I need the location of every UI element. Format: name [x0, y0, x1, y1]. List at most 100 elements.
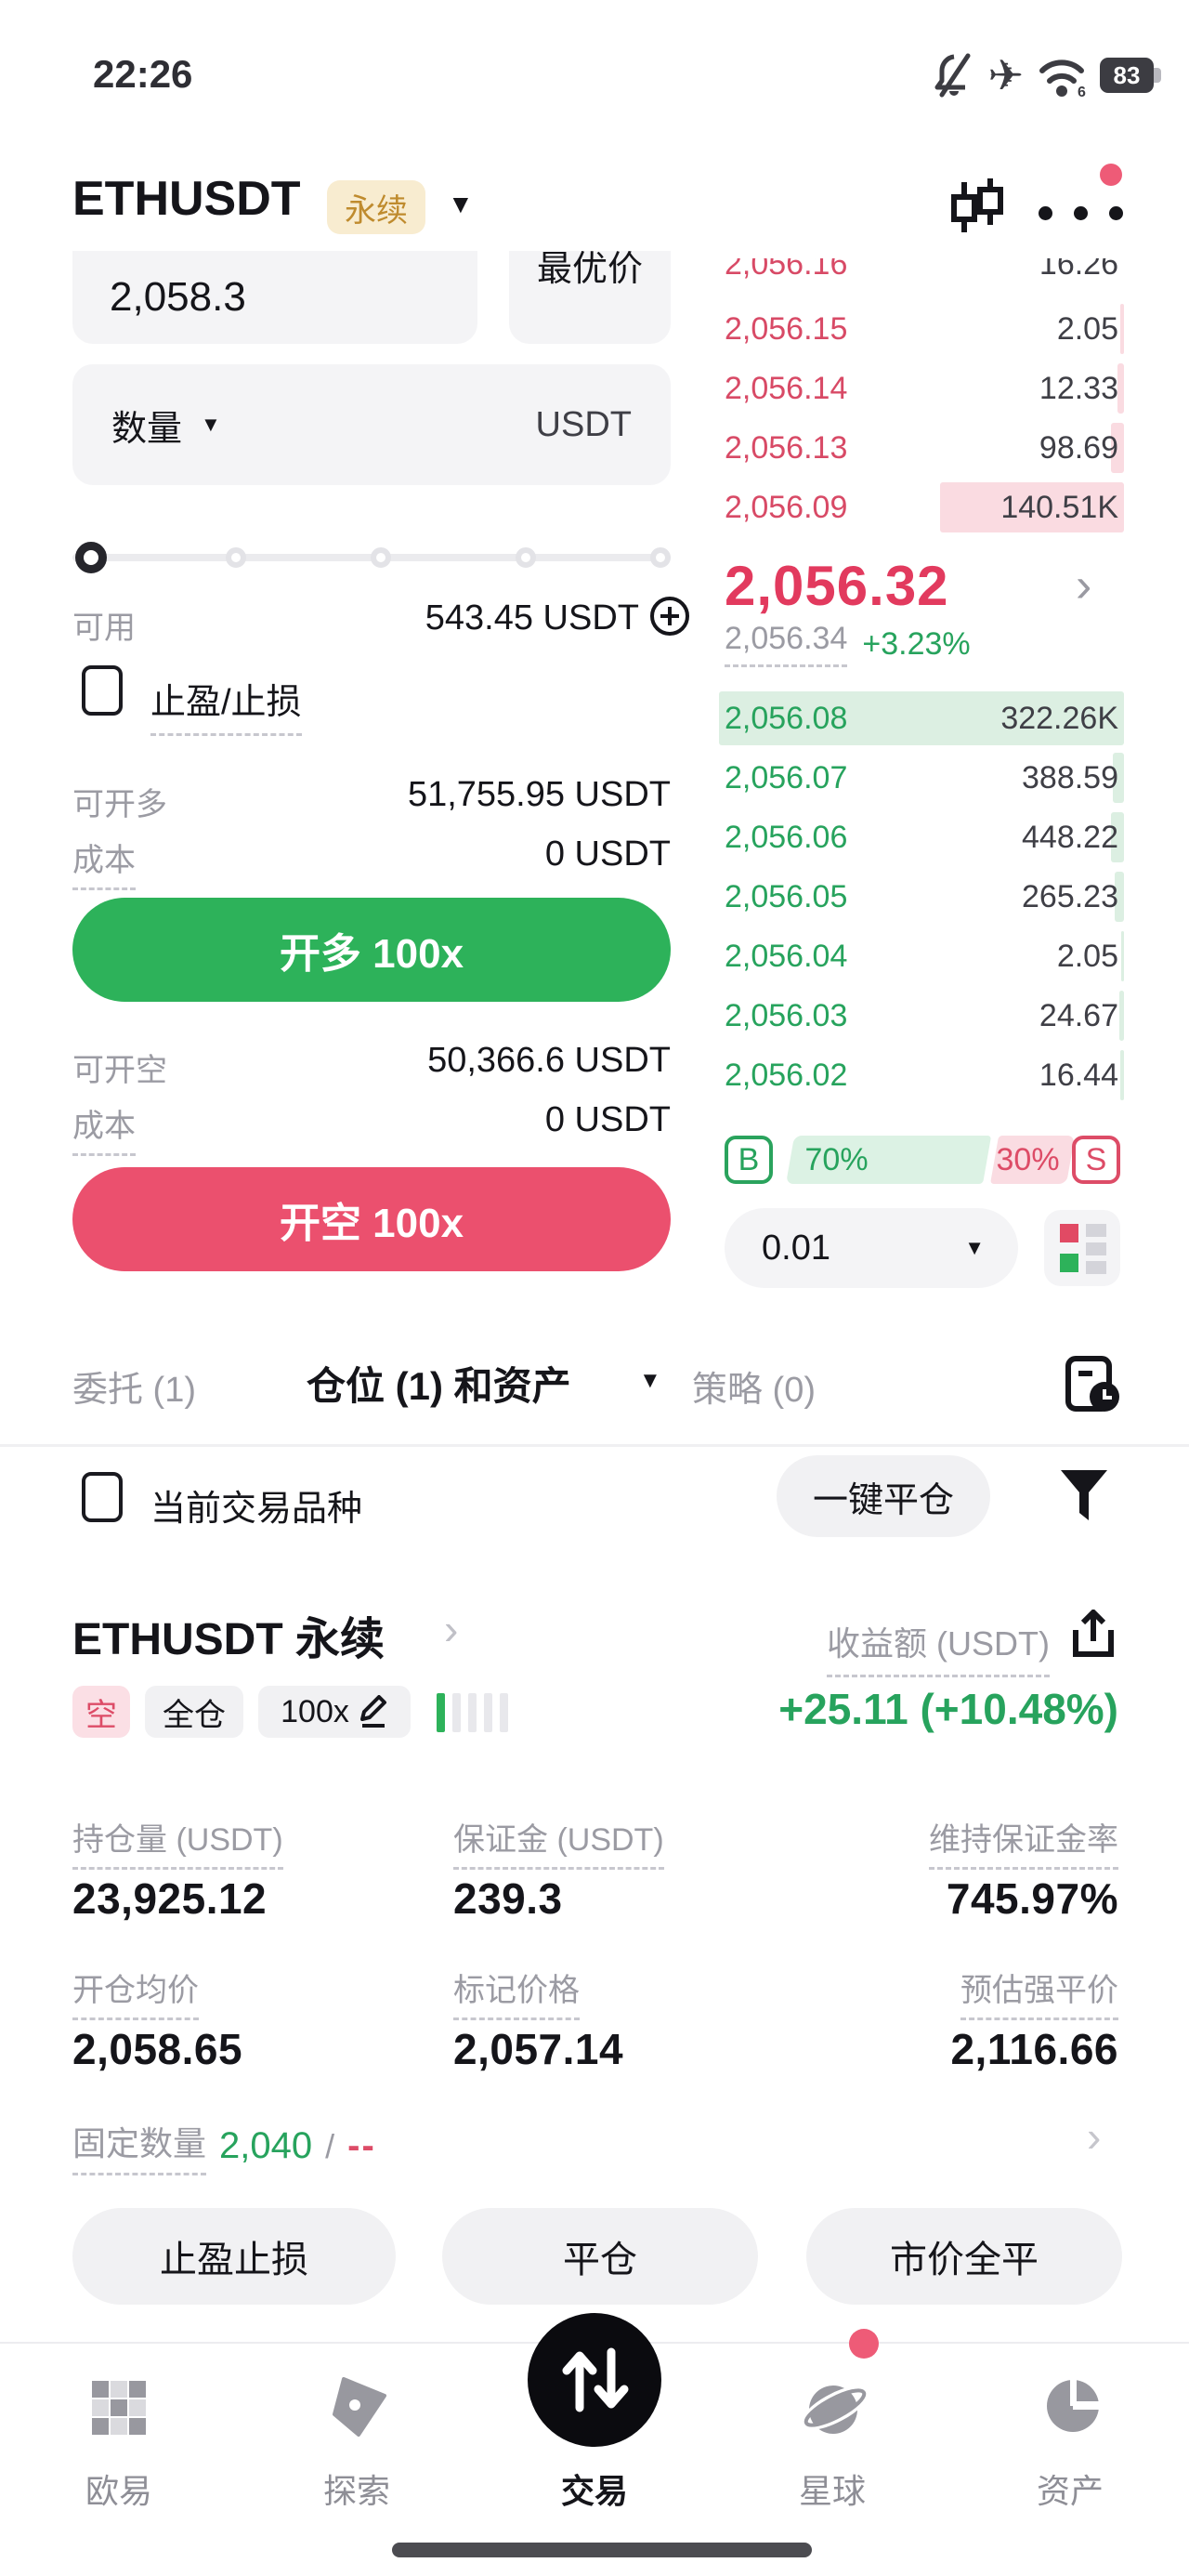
ask-row[interactable]: 2,056.15 2.05	[725, 299, 1124, 359]
price-row-clip: 2,058.3 最优价	[0, 251, 706, 344]
status-icons: ✈ 6 83	[934, 52, 1161, 99]
ask-size: 2.05	[1056, 310, 1118, 347]
tab-strategy[interactable]: 策略 (0)	[692, 1371, 817, 1410]
orderbook-clipped-row: 2,056.16 16.26	[0, 258, 1189, 296]
bell-off-icon	[934, 53, 974, 98]
stat-label[interactable]: 维持保证金率	[929, 1814, 1118, 1870]
bid-price: 2,056.03	[725, 997, 848, 1033]
stat-label[interactable]: 开仓均价	[72, 1965, 199, 2020]
bid-row[interactable]: 2,056.08 322.26K	[719, 689, 1124, 748]
open-short-button[interactable]: 开空 100x	[72, 1167, 671, 1271]
pnl-label[interactable]: 收益额 (USDT)	[827, 1617, 1050, 1677]
bid-size: 16.44	[1039, 1057, 1118, 1093]
edit-pencil-icon[interactable]	[359, 1695, 388, 1728]
leverage-badge[interactable]: 100x	[258, 1686, 411, 1738]
bid-row[interactable]: 2,056.05 265.23	[725, 867, 1124, 927]
bid-row[interactable]: 2,056.06 448.22	[725, 808, 1124, 867]
stat-value: 239.3	[453, 1874, 563, 1923]
slider-handle[interactable]	[75, 542, 107, 573]
nav-item-trade[interactable]: 交易	[560, 2472, 628, 2510]
current-pair-label[interactable]: 当前交易品种	[150, 1490, 363, 1529]
amount-box[interactable]: 数量 ▼ USDT	[72, 364, 671, 485]
orderbook-layout-icon[interactable]	[1044, 1210, 1120, 1286]
tpsl-checkbox[interactable]	[82, 665, 123, 716]
stat-value: 2,057.14	[453, 2025, 624, 2073]
tab-positions-caret-down-icon[interactable]: ▼	[639, 1368, 661, 1393]
best-price-button[interactable]: 最优价	[509, 251, 671, 344]
ask-row[interactable]: 2,056.16 16.26	[725, 258, 1118, 294]
explore-icon[interactable]	[331, 2377, 388, 2437]
okx-home-icon[interactable]	[92, 2381, 146, 2435]
nav-item-okx[interactable]: 欧易	[85, 2472, 152, 2510]
position-close-button[interactable]: 平仓	[442, 2208, 758, 2305]
tab-orders[interactable]: 委托 (1)	[72, 1371, 197, 1410]
ask-price: 2,056.09	[725, 489, 848, 525]
position-chevron-right-icon[interactable]: ›	[444, 1605, 459, 1653]
tick-size-value: 0.01	[762, 1228, 830, 1268]
battery-icon: 83	[1100, 58, 1161, 93]
open-long-button[interactable]: 开多 100x	[72, 898, 671, 1002]
fixed-qty-row[interactable]: 固定数量 2,040 / --	[72, 2117, 376, 2175]
ask-row[interactable]: 2,056.13 98.69	[725, 418, 1124, 478]
ask-row[interactable]: 2,056.09 140.51K	[725, 478, 1124, 537]
symbol-title[interactable]: ETHUSDT	[72, 172, 301, 226]
current-pair-checkbox[interactable]	[82, 1472, 123, 1522]
share-icon[interactable]	[1068, 1610, 1118, 1662]
nav-item-assets[interactable]: 资产	[1036, 2472, 1104, 2510]
last-price[interactable]: 2,056.32	[725, 555, 949, 617]
slider-stop-50[interactable]	[371, 547, 391, 568]
add-funds-icon[interactable]	[648, 595, 691, 637]
candlestick-chart-icon[interactable]	[946, 177, 1007, 238]
amount-unit: USDT	[535, 404, 632, 444]
ask-row[interactable]: 2,056.14 12.33	[725, 359, 1124, 418]
trade-icon[interactable]	[526, 2311, 663, 2449]
home-indicator[interactable]	[392, 2543, 812, 2557]
stat-label[interactable]: 保证金 (USDT)	[453, 1814, 664, 1870]
slider-stop-25[interactable]	[226, 547, 246, 568]
slider-stop-100[interactable]	[650, 547, 671, 568]
ask-size: 12.33	[1039, 370, 1118, 406]
tick-size-caret-down-icon: ▼	[964, 1236, 985, 1259]
bid-row[interactable]: 2,056.04 2.05	[725, 927, 1124, 986]
close-all-positions-button[interactable]: 一键平仓	[777, 1455, 990, 1537]
bid-price: 2,056.02	[725, 1057, 848, 1093]
position-tpsl-button[interactable]: 止盈止损	[72, 2208, 396, 2305]
nav-item-planet[interactable]: 星球	[798, 2472, 866, 2510]
wifi-icon: 6	[1037, 52, 1087, 99]
price-input[interactable]: 2,058.3	[72, 251, 477, 344]
stat-value: 2,116.66	[950, 2025, 1118, 2073]
nav-item-explore[interactable]: 探索	[322, 2472, 390, 2510]
open-short-label: 可开空	[72, 1053, 167, 1088]
sell-ratio-badge: S	[1072, 1136, 1120, 1184]
bid-row[interactable]: 2,056.03 24.67	[725, 986, 1124, 1045]
amount-caret-down-icon[interactable]: ▼	[201, 413, 221, 436]
bid-size: 448.22	[1022, 819, 1118, 855]
tick-size-select[interactable]: 0.01 ▼	[725, 1208, 1018, 1288]
more-menu-icon[interactable]	[1039, 206, 1123, 220]
status-time: 22:26	[93, 52, 193, 96]
tpsl-label[interactable]: 止盈/止损	[150, 673, 302, 736]
assets-icon[interactable]	[1044, 2377, 1102, 2435]
stat-label[interactable]: 持仓量 (USDT)	[72, 1814, 283, 1870]
best-price-label: 最优价	[536, 251, 643, 289]
position-market-close-button[interactable]: 市价全平	[806, 2208, 1122, 2305]
position-title[interactable]: ETHUSDT 永续	[72, 1615, 385, 1664]
bid-price: 2,056.07	[725, 759, 848, 795]
mark-price[interactable]: 2,056.34	[725, 621, 848, 667]
symbol-caret-down-icon[interactable]: ▼	[448, 190, 474, 218]
bid-row[interactable]: 2,056.02 16.44	[725, 1045, 1124, 1105]
order-history-icon[interactable]	[1065, 1355, 1122, 1416]
stat-label[interactable]: 标记价格	[453, 1965, 580, 2020]
planet-notification-dot	[849, 2329, 879, 2359]
bid-row[interactable]: 2,056.07 388.59	[725, 748, 1124, 808]
planet-icon[interactable]	[803, 2375, 868, 2440]
stat-label[interactable]: 预估强平价	[960, 1965, 1118, 2020]
last-price-chevron-right-icon[interactable]: ›	[1076, 559, 1092, 612]
slider-stop-75[interactable]	[516, 547, 536, 568]
fixed-qty-chevron-right-icon[interactable]: ›	[1087, 2112, 1102, 2161]
cost-short-value: 0 USDT	[544, 1100, 671, 1139]
filter-icon[interactable]	[1059, 1468, 1109, 1526]
tab-positions[interactable]: 仓位 (1) 和资产	[307, 1364, 571, 1408]
amount-label[interactable]: 数量	[111, 409, 183, 449]
fixed-qty-value: 2,040	[219, 2125, 313, 2166]
